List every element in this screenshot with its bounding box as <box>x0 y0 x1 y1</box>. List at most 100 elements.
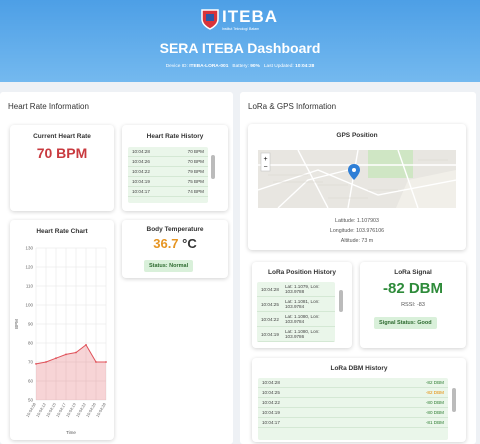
gps-info: Latitude: 1.107903 Longitude: 103.976106… <box>248 216 466 246</box>
list-row: 10:04:17 -81 DBM <box>258 418 448 428</box>
card-title: Body Temperature <box>146 226 204 233</box>
card-title: Heart Rate Chart <box>36 228 88 235</box>
list-row: 10:04:28 70 BPM <box>128 147 208 157</box>
y-tick-label: 70 <box>28 360 34 365</box>
panel-title: Heart Rate Information <box>8 102 89 111</box>
list-row: 10:04:22 79 BPM <box>128 167 208 177</box>
row-time: 10:04:25 <box>261 301 279 307</box>
altitude: Altitude: 73 m <box>340 238 374 244</box>
temp-status: Status: Normal <box>144 260 194 272</box>
row-time: 10:04:19 <box>261 331 279 337</box>
card-title: Heart Rate History <box>146 133 204 140</box>
line <box>35 344 106 365</box>
header: ITEBA Institut Teknologi Batam SERA ITEB… <box>0 0 480 82</box>
row-value: 75 BPM <box>187 179 204 184</box>
rssi: RSSI: -83 <box>401 302 425 308</box>
row-time: 10:04:28 <box>262 380 280 385</box>
point <box>95 361 97 363</box>
hr-chart-card: Heart Rate Chart 50 60 70 80 90 100 110 120 130 1… <box>10 220 114 440</box>
list-row: 10:04:19 Lat: 1.1080, Lon: 103.9786 <box>257 327 335 342</box>
value: ITEBA-LORA-001 <box>189 64 229 69</box>
x-tick-label: 10:04:28 <box>95 401 108 418</box>
y-tick-label: 90 <box>28 322 34 327</box>
y-tick-label: 80 <box>28 341 34 346</box>
list-row: 10:04:19 75 BPM <box>128 177 208 187</box>
latitude: Latitude: 1.107903 <box>335 218 379 224</box>
logo-shield <box>201 9 219 30</box>
row-value: -80 DBM <box>425 410 444 415</box>
logo-subtitle: Institut Teknologi Batam <box>222 27 260 31</box>
position-history-list[interactable]: 10:04:28 Lat: 1.1079, Lon: 103.9788 10:04:… <box>257 282 335 342</box>
row-value: -82 DBM <box>425 380 444 385</box>
y-tick-label: 120 <box>25 265 33 270</box>
scrollbar[interactable] <box>211 155 215 179</box>
point <box>105 361 107 363</box>
list-row: 10:04:22 Lat: 1.1080, Lon: 103.9784 <box>257 312 335 327</box>
list-row: 10:04:19 -80 DBM <box>258 408 448 418</box>
lora-panel: LoRa & GPS Information GPS Position + − … <box>240 92 476 444</box>
point <box>45 361 47 363</box>
heart-panel: Heart Rate Information Current Heart Rat… <box>0 92 233 444</box>
row-time: 10:04:25 <box>262 390 280 395</box>
point <box>65 353 67 356</box>
y-tick-label: 50 <box>28 398 34 403</box>
row-time: 10:04:28 <box>261 286 279 292</box>
temperature-card: Body Temperature 36.7 °C Status: Normal <box>122 220 228 278</box>
row-value: 74 BPM <box>187 189 204 194</box>
logo-text: ITEBA <box>222 7 278 26</box>
temp-value: 36.7 <box>153 236 179 251</box>
row-value: -82 DBM <box>425 390 444 395</box>
card-title: LoRa Position History <box>268 269 336 276</box>
row-value: 70 BPM <box>187 149 204 154</box>
row-time: 10:04:17 <box>262 420 280 425</box>
list-row: 10:04:26 70 BPM <box>128 157 208 167</box>
y-tick-label: 60 <box>28 379 34 384</box>
area <box>36 344 106 400</box>
row-time: 10:04:19 <box>262 410 280 415</box>
hr-history-list[interactable]: 10:04:28 70 BPM 10:04:26 70 BPM 10:04:22 79 B… <box>128 147 208 203</box>
dbm-history-card: LoRa DBM History 10:04:28 -82 DBM 10:04:25… <box>252 358 466 442</box>
card-title: Current Heart Rate <box>33 133 91 140</box>
row-time: 10:04:19 <box>132 179 150 184</box>
row-value: Lat: 1.1080, Lon: 103.9784 <box>285 314 320 324</box>
point <box>55 357 57 360</box>
zoom-out[interactable]: − <box>263 164 267 171</box>
list-row: 10:04:28 -82 DBM <box>258 378 448 388</box>
device-info: Device ID: ITEBA-LORA-001 Battery: 90% L… <box>0 64 480 69</box>
y-tick-label: 130 <box>25 246 33 251</box>
current-hr-card: Current Heart Rate 70 BPM <box>10 125 114 211</box>
map[interactable]: + − <box>258 150 456 208</box>
row-value: 79 BPM <box>187 169 204 174</box>
point <box>75 351 77 354</box>
row-value: 70 BPM <box>187 159 204 164</box>
card-title: LoRa Signal <box>394 269 432 276</box>
dbm-history-list[interactable]: 10:04:28 -82 DBM 10:04:25 -82 DBM 10:04:22 -8… <box>258 378 448 440</box>
temp-unit: °C <box>182 236 197 251</box>
hr-chart: 506070809010011012013010:04:0810:04:1210… <box>14 246 108 436</box>
scrollbar[interactable] <box>339 290 343 312</box>
card-title: GPS Position <box>336 132 378 139</box>
row-time: 10:04:22 <box>132 169 150 174</box>
value: 90% <box>250 64 260 69</box>
longitude: Longitude: 103.976106 <box>329 228 385 234</box>
row-value: -80 DBM <box>425 400 444 405</box>
hr-history-card: Heart Rate History 10:04:28 70 BPM 10:04:2… <box>122 125 228 211</box>
label: Battery: <box>232 64 249 69</box>
zoom-in[interactable]: + <box>263 156 267 163</box>
point <box>35 363 37 365</box>
list-row: 10:04:25 Lat: 1.1081, Lon: 103.9784 <box>257 297 335 312</box>
temperature: 36.7 °C <box>122 236 228 251</box>
x-axis-label: Time <box>66 430 76 435</box>
signal-value: -82 DBM <box>382 280 443 297</box>
row-value: Lat: 1.1081, Lon: 103.9784 <box>285 299 320 309</box>
signal-card: LoRa Signal -82 DBM RSSI: -83 Signal Sta… <box>360 262 466 348</box>
point <box>85 344 87 346</box>
row-time: 10:04:17 <box>132 189 150 194</box>
row-time: 10:04:22 <box>262 400 280 405</box>
scrollbar[interactable] <box>452 388 456 412</box>
row-time: 10:04:26 <box>132 159 150 164</box>
row-time: 10:04:22 <box>261 316 279 322</box>
label: Last Updated: <box>263 64 294 69</box>
row-time: 10:04:28 <box>132 149 150 154</box>
hr-value: 70 BPM <box>36 145 88 161</box>
